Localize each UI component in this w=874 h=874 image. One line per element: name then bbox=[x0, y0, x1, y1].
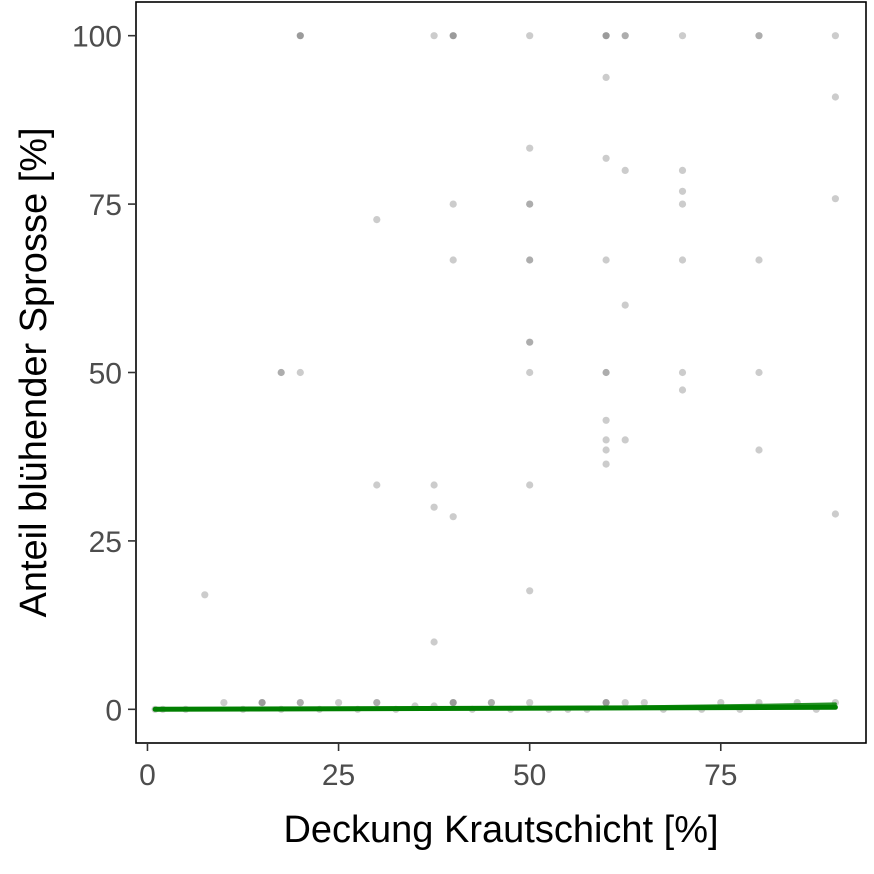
data-point bbox=[621, 166, 629, 174]
data-point bbox=[602, 460, 610, 468]
data-point bbox=[831, 32, 840, 40]
x-axis-title: Deckung Krautschicht [%] bbox=[283, 809, 718, 851]
data-point bbox=[621, 699, 629, 707]
y-tick-label: 0 bbox=[105, 694, 122, 727]
data-point bbox=[449, 200, 457, 208]
data-point bbox=[296, 32, 304, 40]
data-point bbox=[678, 166, 687, 174]
data-point bbox=[449, 256, 457, 264]
data-point bbox=[621, 32, 629, 40]
data-point bbox=[755, 256, 763, 264]
data-point bbox=[526, 587, 534, 595]
data-point bbox=[755, 368, 763, 377]
data-point bbox=[602, 154, 610, 162]
data-point bbox=[602, 446, 610, 454]
data-point bbox=[526, 481, 534, 489]
data-point bbox=[678, 200, 687, 208]
y-axis-title: Anteil blühender Sprosse [%] bbox=[13, 127, 55, 617]
data-point bbox=[220, 699, 228, 707]
data-point bbox=[602, 256, 610, 264]
trend-lines bbox=[152, 702, 838, 712]
data-point bbox=[449, 513, 457, 521]
data-point bbox=[430, 481, 438, 489]
data-point bbox=[277, 368, 285, 377]
trend-line bbox=[153, 702, 837, 711]
data-point bbox=[487, 699, 495, 707]
data-point bbox=[602, 73, 610, 81]
data-point bbox=[602, 699, 610, 707]
data-point bbox=[335, 699, 343, 707]
x-tick-label: 75 bbox=[704, 759, 737, 792]
x-tick-label: 25 bbox=[322, 759, 355, 792]
y-tick-label: 100 bbox=[72, 21, 122, 54]
data-point bbox=[621, 301, 629, 309]
data-point bbox=[526, 256, 534, 264]
data-point bbox=[602, 32, 610, 40]
data-point bbox=[373, 699, 381, 707]
data-point bbox=[526, 368, 534, 377]
data-point bbox=[526, 144, 534, 152]
data-point bbox=[831, 195, 840, 203]
y-tick-label: 75 bbox=[89, 189, 122, 222]
data-point bbox=[621, 436, 629, 444]
data-point bbox=[526, 32, 534, 40]
data-point bbox=[296, 699, 304, 707]
data-point bbox=[373, 481, 381, 489]
y-tick-label: 50 bbox=[89, 358, 122, 391]
data-point bbox=[755, 32, 763, 40]
data-point bbox=[678, 368, 687, 377]
data-point bbox=[449, 699, 457, 707]
data-point bbox=[296, 368, 304, 377]
data-point bbox=[678, 256, 687, 264]
data-point bbox=[373, 216, 381, 224]
data-point bbox=[678, 386, 687, 394]
data-point bbox=[430, 503, 438, 511]
data-point bbox=[526, 338, 534, 346]
x-tick-label: 50 bbox=[513, 759, 546, 792]
data-point bbox=[755, 446, 763, 454]
data-point bbox=[201, 591, 209, 599]
data-point bbox=[526, 699, 534, 707]
data-point bbox=[602, 416, 610, 424]
data-point bbox=[526, 200, 534, 208]
data-point bbox=[678, 187, 687, 195]
data-point bbox=[430, 32, 438, 40]
x-axis: 0 25 50 75 bbox=[139, 743, 737, 792]
data-point bbox=[640, 699, 648, 707]
y-axis: 0 25 50 75 100 bbox=[72, 21, 136, 727]
data-point bbox=[831, 93, 840, 101]
data-point bbox=[678, 32, 687, 40]
x-tick-label: 0 bbox=[139, 759, 156, 792]
data-point bbox=[449, 32, 457, 40]
data-point bbox=[831, 510, 840, 518]
data-point bbox=[430, 638, 438, 646]
y-tick-label: 25 bbox=[89, 526, 122, 559]
data-point bbox=[602, 436, 610, 444]
data-point bbox=[602, 368, 610, 377]
data-point bbox=[258, 699, 266, 707]
